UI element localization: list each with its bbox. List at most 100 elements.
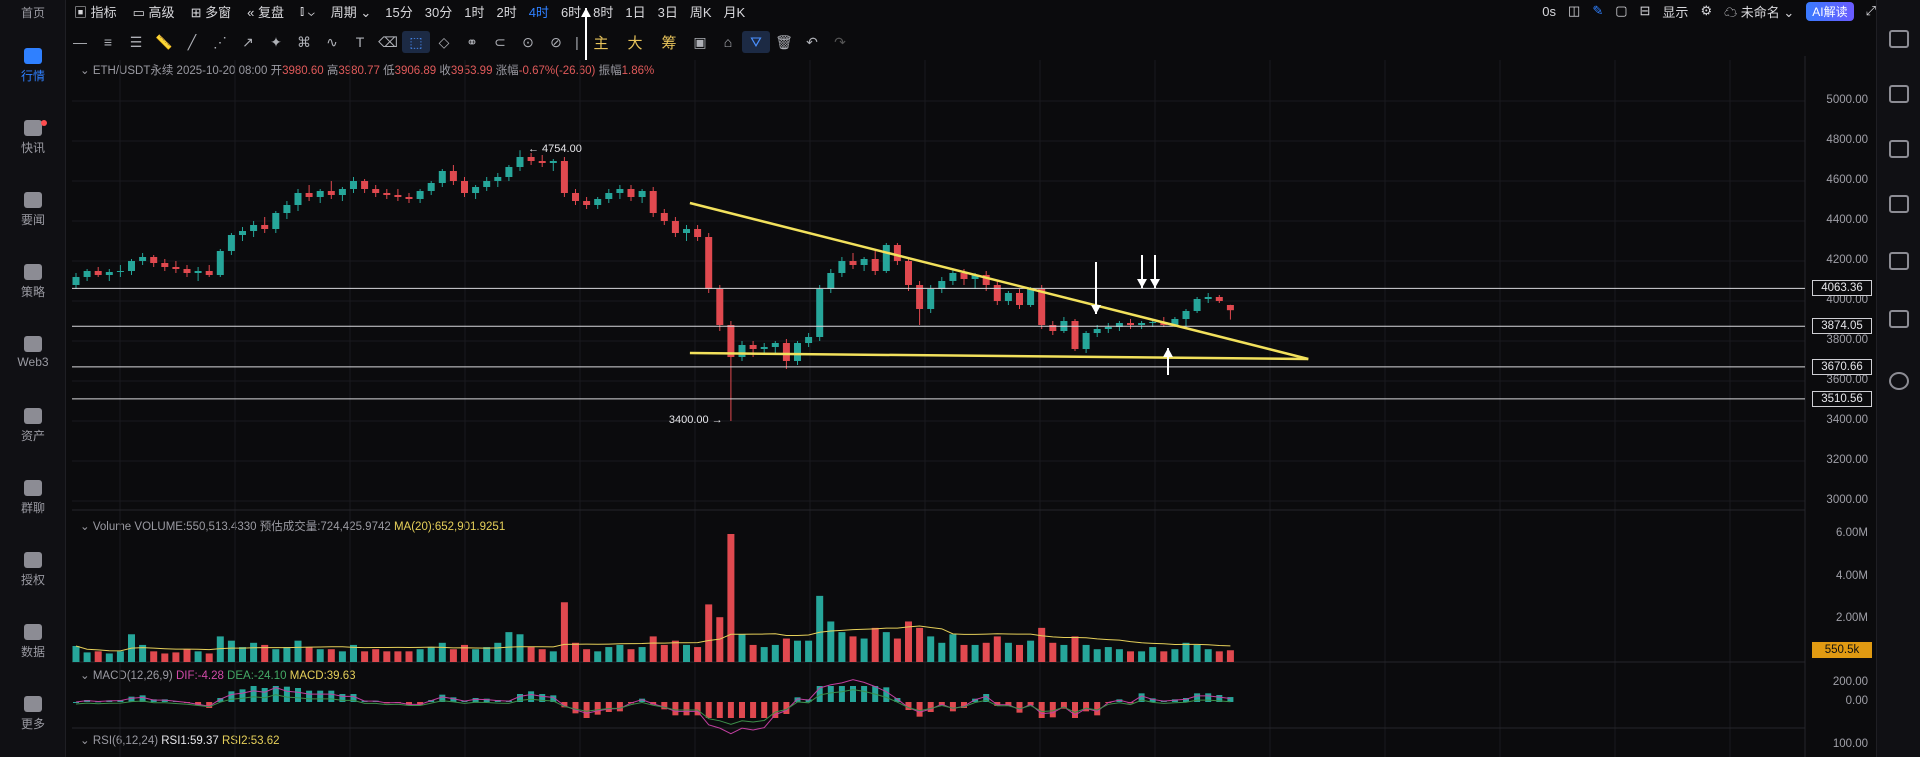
timeframe-tab[interactable]: 2时	[496, 4, 517, 20]
volume-bar	[449, 649, 457, 662]
macd-value: MACD:39.63	[289, 670, 356, 682]
box-icon[interactable]: ▣	[693, 33, 707, 50]
timeframe-tab[interactable]: 15分	[385, 4, 413, 20]
macd-bar	[716, 702, 723, 718]
bot-icon[interactable]	[1889, 310, 1909, 328]
nav-item-0[interactable]: 行情	[0, 48, 66, 84]
hide-icon[interactable]: ⊘	[550, 33, 562, 50]
timeframe-tab[interactable]: 8时	[593, 4, 614, 20]
macd-bar	[616, 702, 623, 712]
timeframe-tab[interactable]: 6时	[560, 4, 582, 20]
trend-line-icon[interactable]: ╱	[187, 33, 197, 50]
ai-interpret-button[interactable]: AI解读	[1806, 1, 1854, 21]
macd-bar	[128, 696, 135, 702]
period-button[interactable]: 周期 ⌄	[330, 4, 372, 20]
nav-item-3[interactable]: 策略	[0, 264, 66, 300]
filter-icon[interactable]: ⛛	[742, 31, 770, 53]
macd-bar	[1183, 698, 1189, 702]
volume-bar	[472, 649, 480, 662]
multi-window-button[interactable]: ⊞ 多窗	[190, 4, 232, 20]
monitor-icon[interactable]	[1889, 252, 1909, 270]
link-icon[interactable]: ⚭	[466, 33, 478, 50]
chart-type-button[interactable]: ⫾ ⌄	[299, 3, 315, 18]
macd-bar	[150, 699, 157, 702]
trend-icon[interactable]	[1889, 140, 1909, 158]
settings-icon[interactable]: ⚙	[1700, 3, 1713, 18]
macd-bar	[650, 702, 657, 705]
nav-item-1[interactable]: 快讯	[0, 120, 66, 156]
volume-bar	[716, 617, 724, 662]
nav-label: 资产	[20, 429, 45, 443]
arrow-tool-icon[interactable]: ↗	[242, 33, 254, 50]
nav-item-2[interactable]: 要闻	[0, 192, 66, 228]
macd-bar	[106, 700, 113, 702]
candle-body	[949, 273, 957, 281]
main-tool[interactable]: 主	[593, 34, 609, 52]
display-button[interactable]: 显示	[1662, 4, 1689, 20]
nav-item-8[interactable]: 数据	[0, 624, 66, 660]
timeframe-tab[interactable]: 1时	[464, 4, 485, 20]
macd-collapse-icon[interactable]: ⌄	[80, 670, 93, 682]
timeframe-tab[interactable]: 1日	[625, 4, 646, 20]
horizontal-line-icon[interactable]: —	[73, 34, 87, 50]
rsi-collapse-icon[interactable]: ⌄	[80, 735, 93, 747]
layout-name-dropdown[interactable]: ☁ 未命名 ⌄	[1724, 4, 1795, 20]
lines-icon[interactable]: ≡	[103, 34, 113, 50]
eraser-icon[interactable]: ⌫	[378, 33, 398, 50]
macd-bar	[883, 687, 890, 702]
brush-icon[interactable]: ✦	[270, 33, 282, 50]
macd-bar	[861, 686, 868, 702]
replay-button[interactable]: « 复盘	[247, 4, 284, 20]
measure-icon[interactable]: ◇	[438, 33, 450, 50]
pattern-icon[interactable]: ⌘	[297, 33, 311, 50]
fib-icon[interactable]: ⋰	[213, 33, 227, 50]
volume-bar	[1060, 644, 1068, 662]
depth-icon[interactable]	[1889, 195, 1909, 213]
redo-icon[interactable]: ↷	[834, 33, 846, 50]
candle-body	[882, 245, 890, 271]
indicators-button[interactable]: ▣ 指标	[74, 4, 117, 20]
text-icon[interactable]: T	[355, 34, 365, 50]
lock-icon[interactable]: ⊙	[522, 33, 534, 50]
ruler-icon[interactable]: 📏	[155, 33, 173, 50]
magnet-icon[interactable]: ⊂	[494, 33, 506, 50]
nav-item-5[interactable]: 资产	[0, 408, 66, 444]
volume-bar	[1038, 627, 1046, 662]
undo-icon[interactable]: ↶	[806, 33, 818, 50]
nav-item-6[interactable]: 群聊	[0, 480, 66, 516]
filter-icon-a[interactable]: ⌂	[723, 34, 733, 50]
timeframe-tab[interactable]: 30分	[424, 4, 453, 20]
selection-tool-icon[interactable]: ⬚	[402, 31, 430, 53]
advanced-button[interactable]: ▭ 高级	[132, 4, 175, 20]
nav-home[interactable]: 首页	[20, 6, 45, 20]
wave-icon[interactable]: ∿	[326, 33, 338, 50]
channel-icon[interactable]: ☰	[129, 33, 143, 50]
volume-bar	[161, 653, 169, 662]
volume-collapse-icon[interactable]: ⌄	[80, 521, 93, 533]
layout-icon[interactable]: ⊟	[1639, 3, 1651, 18]
candle-body	[538, 161, 546, 163]
trade-icon[interactable]	[1889, 85, 1909, 103]
nav-item-9[interactable]: 更多	[0, 696, 66, 732]
timeframe-tab[interactable]: 3日	[657, 4, 678, 20]
price-axis-label: 3200.00	[1826, 454, 1868, 466]
trash-icon[interactable]: 🗑	[775, 33, 793, 50]
timeframe-tab[interactable]: 周K	[689, 4, 712, 20]
timeframe-tab[interactable]: 4时	[528, 4, 549, 20]
nav-item-7[interactable]: 授权	[0, 552, 66, 588]
window-icon[interactable]: ▢	[1615, 3, 1628, 18]
collapse-icon[interactable]: ⌄	[80, 65, 93, 77]
timeframe-tab[interactable]: 月K	[723, 4, 746, 20]
macd-bar	[572, 702, 579, 714]
macd-dif: DIF:-4.28	[175, 670, 224, 682]
macd-bar	[1027, 702, 1034, 706]
circle-icon[interactable]	[1889, 372, 1909, 390]
orders-icon[interactable]	[1889, 30, 1909, 48]
camera-icon[interactable]: ◫	[1568, 3, 1581, 18]
expand-icon[interactable]: ⤢	[1865, 3, 1876, 18]
pen-icon[interactable]: ✎	[1592, 3, 1604, 18]
big-tool[interactable]: 大	[627, 34, 643, 52]
nav-item-4[interactable]: Web3	[0, 336, 66, 369]
chip-tool[interactable]: 筹	[661, 34, 677, 52]
